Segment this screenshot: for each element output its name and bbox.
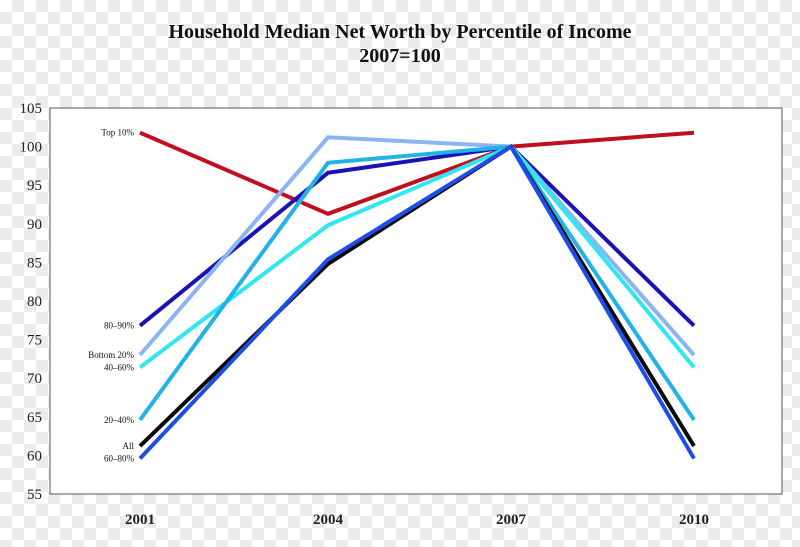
- series-line: [138, 135, 696, 357]
- series-label: 80–90%: [104, 321, 135, 331]
- series-line: [138, 144, 696, 422]
- y-tick-label: 70: [27, 371, 42, 387]
- series-line: [138, 144, 696, 328]
- series-label: 60–80%: [104, 453, 135, 463]
- series-label: 20–40%: [104, 415, 135, 425]
- series-label: Top 10%: [101, 128, 134, 138]
- series-line: [138, 143, 696, 460]
- chart-subtitle: 2007=100: [359, 45, 441, 67]
- y-tick-label: 60: [27, 448, 42, 464]
- series-label: All: [122, 441, 134, 451]
- series-label: Bottom 20%: [88, 350, 134, 360]
- y-tick-label: 75: [27, 333, 42, 349]
- x-tick-label: 2001: [125, 512, 155, 528]
- series-label: 40–60%: [104, 362, 135, 372]
- y-tick-label: 100: [20, 140, 43, 156]
- chart-title: Household Median Net Worth by Percentile…: [168, 21, 632, 43]
- y-tick-label: 55: [27, 487, 42, 503]
- y-tick-label: 95: [27, 178, 42, 194]
- series-line: [139, 130, 695, 216]
- x-tick-label: 2010: [679, 512, 709, 528]
- y-tick-label: 90: [27, 217, 42, 233]
- series-line: [138, 144, 696, 369]
- x-tick-label: 2007: [496, 512, 527, 528]
- x-tick-label: 2004: [313, 512, 344, 528]
- y-tick-label: 65: [27, 410, 42, 426]
- y-tick-label: 80: [27, 294, 42, 310]
- y-tick-label: 105: [20, 101, 43, 117]
- y-tick-label: 85: [27, 255, 42, 271]
